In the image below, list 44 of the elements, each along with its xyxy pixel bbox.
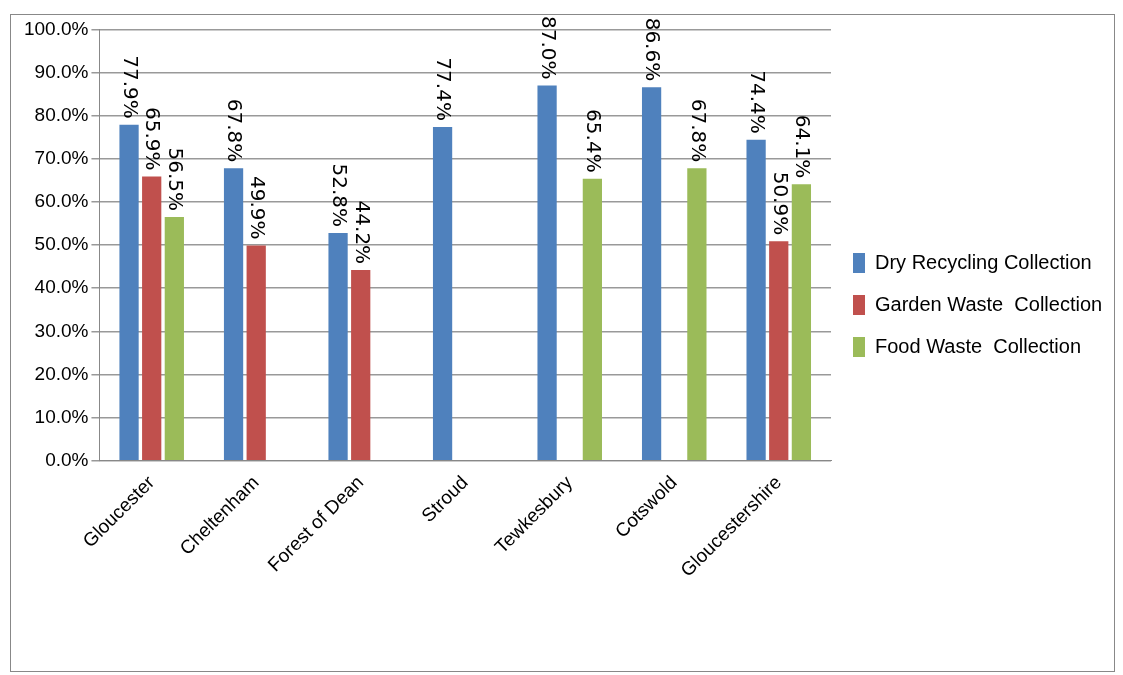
bar — [142, 176, 162, 461]
bar — [119, 124, 139, 461]
y-tick-label: 100.0% — [23, 17, 89, 39]
bar — [769, 241, 789, 461]
legend-label: Dry Recycling Collection — [875, 250, 1092, 273]
y-tick-label: 50.0% — [34, 233, 89, 255]
y-tick-label: 80.0% — [34, 103, 89, 125]
data-label: 86.6% — [641, 17, 666, 82]
bar — [246, 245, 266, 461]
bar — [164, 217, 184, 461]
y-tick-label: 70.0% — [34, 147, 89, 169]
data-label: 50.9% — [768, 171, 793, 236]
data-label: 65.4% — [582, 109, 607, 173]
data-label: 49.9% — [246, 175, 270, 240]
data-label: 65.9% — [141, 106, 166, 171]
bar — [328, 233, 348, 461]
y-tick-label: 90.0% — [34, 60, 89, 82]
data-label: 67.8% — [223, 98, 248, 163]
bar — [746, 139, 766, 461]
data-label: 74.4% — [745, 70, 770, 134]
bar — [791, 184, 812, 461]
data-label: 56.5% — [164, 147, 189, 212]
bar — [223, 168, 244, 461]
y-tick-label: 20.0% — [34, 362, 89, 384]
data-label: 77.4% — [432, 57, 457, 121]
legend-label: Garden Waste Collection — [875, 292, 1103, 315]
data-label: 44.2% — [350, 200, 375, 265]
bar — [687, 168, 707, 461]
y-tick-label: 30.0% — [34, 319, 89, 341]
bar — [351, 270, 371, 461]
y-tick-label: 60.0% — [34, 190, 89, 212]
data-label: 67.8% — [686, 98, 711, 163]
bar — [432, 126, 453, 461]
data-label: 64.1% — [791, 114, 816, 179]
bar — [582, 178, 602, 461]
y-tick-label: 0.0% — [45, 449, 89, 471]
y-tick-label: 40.0% — [34, 276, 89, 298]
bar — [641, 87, 662, 461]
data-label: 87.0% — [536, 15, 561, 80]
y-tick-label: 10.0% — [34, 405, 89, 427]
legend-label: Food Waste Collection — [875, 334, 1082, 357]
data-label: 77.9% — [118, 55, 143, 119]
data-label: 52.8% — [327, 163, 352, 228]
bar — [537, 85, 557, 461]
